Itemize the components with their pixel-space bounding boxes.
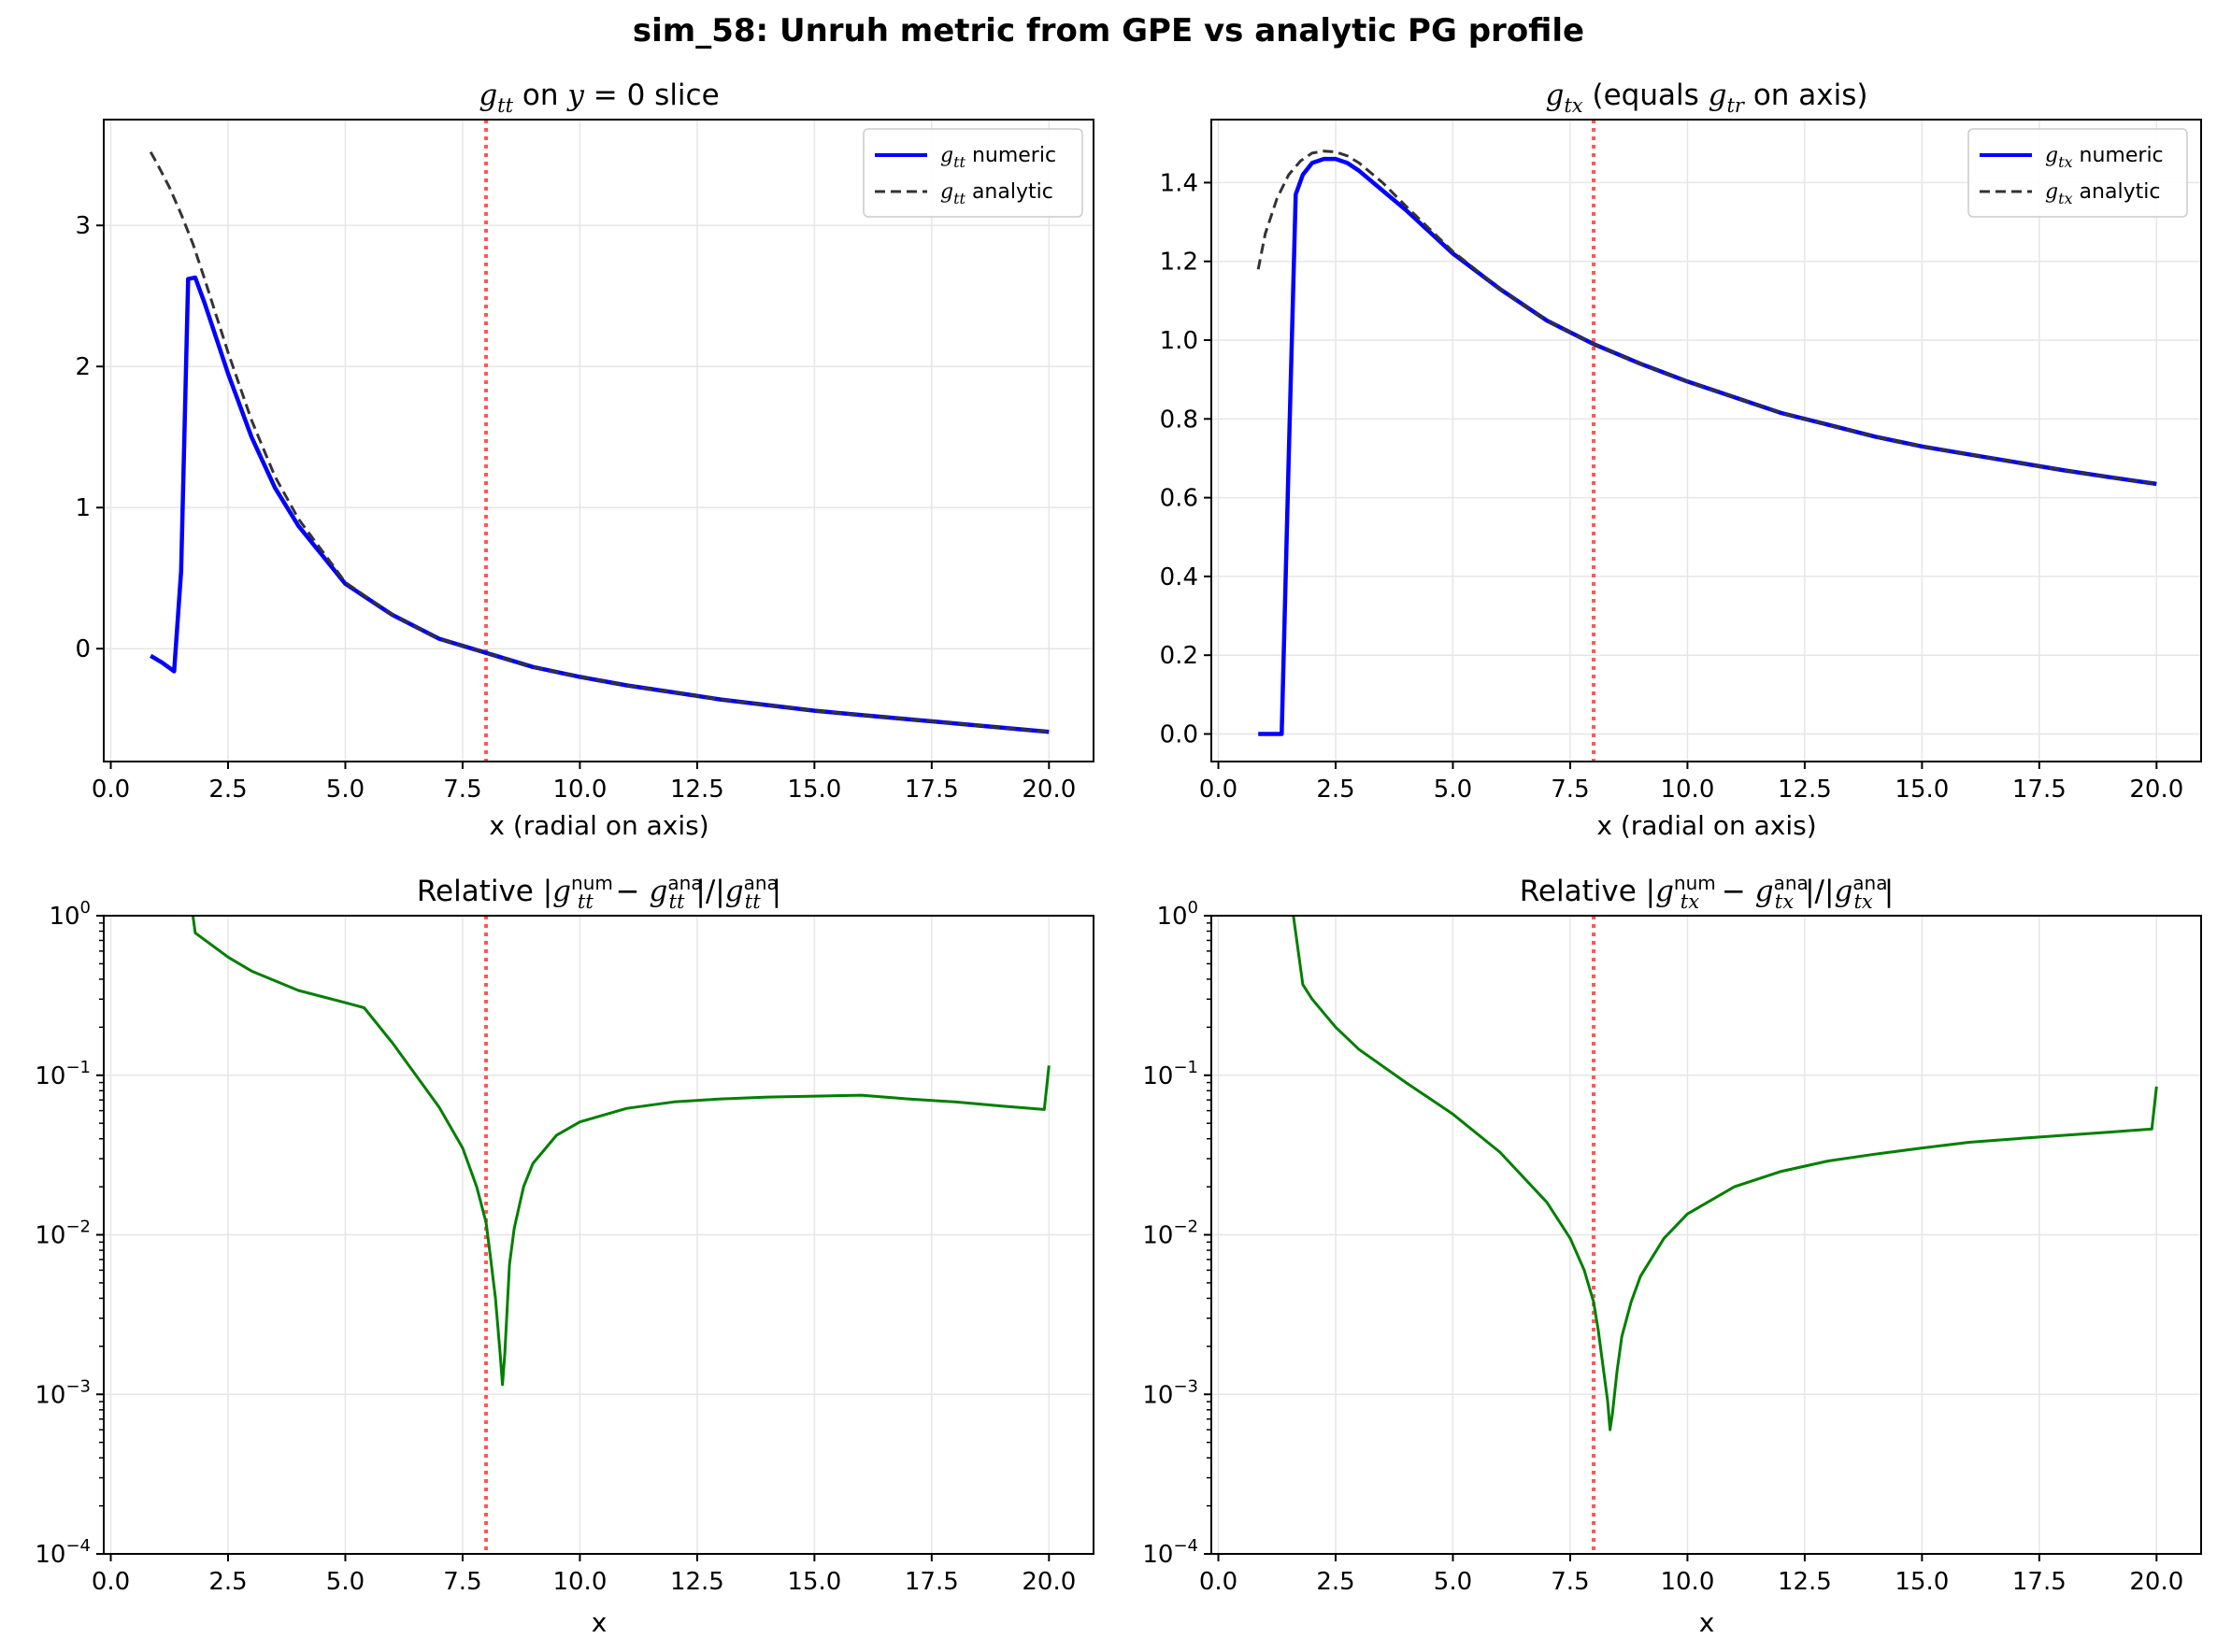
y-tick-label: 10−4 (1142, 1536, 1198, 1569)
panel-4-plot: 0.0 2.5 5.0 7.5 10.0 12.5 15.0 17.5 20.0 10−4 10−3… (1142, 898, 2202, 1596)
y-tick-label: 0 (75, 635, 91, 663)
x-tick-label: 5.0 (1434, 776, 1472, 804)
y-tick-label: 10−1 (35, 1058, 91, 1090)
y-tick-label: 1.4 (1160, 169, 1198, 197)
numeric-series-line (150, 275, 1050, 734)
x-tick-label: 17.5 (2012, 1568, 2067, 1596)
x-tick-label: 15.0 (787, 776, 841, 804)
y-tick-label: 1 (75, 494, 91, 522)
y-tick-label: 0.6 (1160, 485, 1198, 513)
y-tick-label: 3 (75, 212, 91, 240)
figure-suptitle: sim_58: Unruh metric from GPE vs analyti… (633, 12, 1584, 50)
legend-frame (1967, 128, 2188, 218)
relative-error-series-line (1292, 915, 2158, 1431)
x-tick-label: 5.0 (1434, 1568, 1472, 1596)
panel-2-legend: gtx numeric gtx analytic (1967, 128, 2188, 218)
x-tick-label: 2.5 (208, 776, 247, 804)
panel-4-xlabel: x (1699, 1607, 1715, 1638)
panel-3-plot: 0.0 2.5 5.0 7.5 10.0 12.5 15.0 17.5 20.0 10−4 10−3… (35, 898, 1094, 1596)
x-tick-label: 5.0 (326, 776, 365, 804)
y-tick-label: 10−2 (1142, 1218, 1198, 1250)
x-tick-label: 7.5 (443, 1568, 481, 1596)
x-tick-label: 7.5 (1551, 1568, 1589, 1596)
x-tick-label: 17.5 (2012, 776, 2067, 804)
x-tick-label: 7.5 (1551, 776, 1589, 804)
y-tick-label: 100 (1156, 898, 1198, 931)
y-tick-label: 100 (49, 898, 91, 931)
y-tick-label: 10−2 (35, 1218, 91, 1250)
x-tick-label: 15.0 (787, 1568, 841, 1596)
x-tick-label: 0.0 (1199, 1568, 1237, 1596)
legend-analytic-label: gtt analytic (940, 180, 1053, 207)
x-tick-label: 10.0 (552, 776, 607, 804)
x-tick-label: 0.0 (1199, 776, 1237, 804)
x-tick-label: 20.0 (1022, 1568, 1076, 1596)
panel-1-xlabel: x (radial on axis) (489, 810, 708, 841)
panel-1-legend: gtt numeric gtt analytic (863, 128, 1083, 218)
panel-1-title: gtt on y = 0 slice (479, 78, 719, 117)
x-tick-label: 12.5 (1778, 1568, 1832, 1596)
x-tick-label: 10.0 (1660, 776, 1714, 804)
panel-2-plot: 0.0 2.5 5.0 7.5 10.0 12.5 15.0 17.5 20.0 0.0 0.2 0.… (1160, 119, 2202, 804)
panel-2-xlabel: x (radial on axis) (1596, 810, 1816, 841)
legend-numeric-label: gtx numeric (2045, 144, 2164, 171)
axes-frame (1210, 119, 2202, 762)
analytic-series-line (149, 150, 1050, 733)
y-tick-label: 10−3 (35, 1376, 91, 1409)
y-tick-label: 0.0 (1160, 720, 1198, 748)
panel-3-title: Relative |gnum tt − gana tt |/|gana tt | (417, 872, 781, 913)
y-tick-label: 2 (75, 353, 91, 381)
legend-analytic-label: gtx analytic (2045, 180, 2160, 207)
panel-4-title: Relative |gnum tx − gana tx |/|gana tx | (1520, 872, 1894, 913)
panel-2-title: gtx (equals gtr on axis) (1546, 78, 1868, 117)
x-tick-label: 10.0 (1660, 1568, 1714, 1596)
legend-frame (863, 128, 1083, 218)
panel-3-xlabel: x (592, 1607, 608, 1638)
x-tick-label: 12.5 (1778, 776, 1832, 804)
legend-numeric-label: gtt numeric (940, 144, 1056, 171)
y-tick-label: 0.8 (1160, 406, 1198, 434)
y-tick-label: 0.2 (1160, 642, 1198, 670)
x-tick-label: 17.5 (905, 1568, 959, 1596)
y-tick-label: 0.4 (1160, 563, 1198, 591)
x-tick-label: 12.5 (670, 1568, 724, 1596)
x-tick-label: 12.5 (670, 776, 724, 804)
x-tick-label: 0.0 (92, 1568, 130, 1596)
axes-frame (103, 119, 1094, 762)
y-tick-label: 10−1 (1142, 1058, 1198, 1090)
x-tick-label: 20.0 (2129, 1568, 2183, 1596)
y-tick-label: 10−4 (35, 1536, 91, 1569)
relative-error-series-line (191, 915, 1051, 1387)
x-tick-label: 10.0 (552, 1568, 607, 1596)
x-tick-label: 5.0 (326, 1568, 365, 1596)
x-tick-label: 2.5 (1316, 1568, 1354, 1596)
x-tick-label: 15.0 (1895, 1568, 1949, 1596)
x-tick-label: 17.5 (905, 776, 959, 804)
x-tick-label: 15.0 (1895, 776, 1949, 804)
x-tick-label: 7.5 (443, 776, 481, 804)
y-tick-label: 1.0 (1160, 327, 1198, 355)
y-tick-label: 1.2 (1160, 249, 1198, 277)
y-tick-label: 10−3 (1142, 1376, 1198, 1409)
x-tick-label: 2.5 (1316, 776, 1354, 804)
x-tick-label: 2.5 (208, 1568, 247, 1596)
x-tick-label: 0.0 (92, 776, 130, 804)
panel-1-plot: 0.0 2.5 5.0 7.5 10.0 12.5 15.0 17.5 20.0 0 1 2 3 (75, 119, 1094, 804)
x-tick-label: 20.0 (2129, 776, 2183, 804)
x-tick-label: 20.0 (1022, 776, 1076, 804)
analytic-series-line (1256, 150, 2157, 486)
